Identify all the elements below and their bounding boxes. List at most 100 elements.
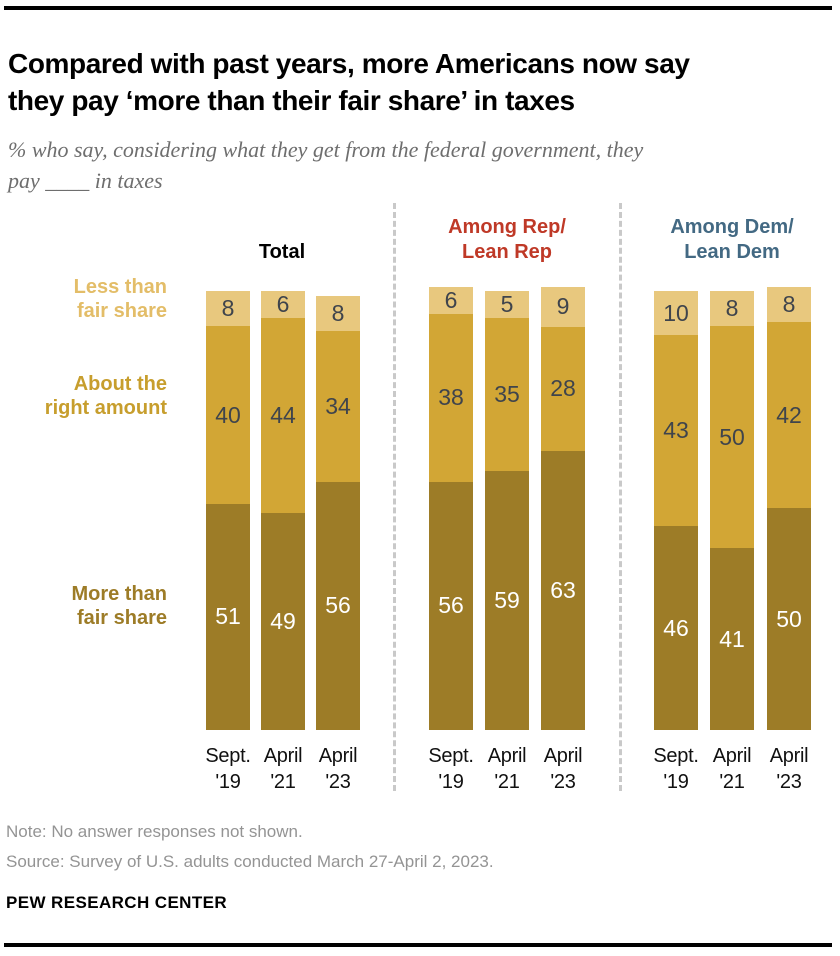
legend-label-more: More than fair share [0,582,167,630]
value-label-less: 6 [276,291,290,317]
stacked-bar-chart: Less than fair share About the right amount… [0,195,840,807]
chart-note: Note: No answer responses not shown. [6,822,303,841]
legend-label-less: Less than fair share [0,275,167,323]
bar-segment-more: 51 [206,503,250,730]
value-label-more: 56 [438,592,464,619]
page-title: Compared with past years, more Americans… [8,45,808,119]
bar-segment-less: 10 [654,291,698,336]
value-label-more: 59 [494,587,520,614]
bar-segment-less: 8 [767,286,811,323]
value-label-about: 40 [215,401,241,428]
group-header-line: Lean Dem [684,241,780,263]
x-axis-label-line: '23 [325,771,351,793]
stacked-bar: 10 43 46 [654,291,698,730]
stacked-bar: 8 42 50 [767,286,811,730]
x-axis-label-line: Sept. [428,745,474,767]
group-header-line: Among Dem/ [670,216,794,238]
bar-segment-more: 50 [767,508,811,730]
value-label-about: 35 [494,381,520,408]
legend-label-line: More than [71,583,167,605]
title-line-1: Compared with past years, more Americans… [8,47,690,79]
group-header-1: Total [172,205,392,265]
subtitle-line-2: pay ____ in taxes [8,168,163,193]
x-axis-label: Sept. '19 [190,743,266,795]
x-axis-label-line: Sept. [205,745,251,767]
x-axis-label: April '21 [469,743,545,795]
x-axis-label-line: April [318,745,358,767]
legend-label-line: Less than [73,276,167,298]
bar-segment-less: 8 [710,291,754,327]
x-axis-label: April '21 [694,743,770,795]
bar-segment-more: 56 [429,481,473,730]
value-label-about: 28 [550,375,576,402]
bar-segment-about: 38 [429,313,473,482]
value-label-more: 51 [215,603,241,630]
bar-segment-more: 49 [261,512,305,730]
x-axis-label: Sept. '19 [413,743,489,795]
x-axis-label-line: '21 [270,771,296,793]
bar-segment-about: 50 [710,326,754,549]
x-axis-label-line: '23 [550,771,576,793]
stacked-bar: 8 50 41 [710,291,754,730]
value-label-more: 63 [550,576,576,603]
chart-source: Source: Survey of U.S. adults conducted … [6,852,494,871]
bar-segment-more: 56 [316,481,360,730]
value-label-less: 10 [663,299,689,326]
value-label-less: 6 [444,286,458,313]
legend-label-line: fair share [76,300,167,322]
bar-segment-about: 44 [261,318,305,513]
bar-segment-less: 8 [206,291,250,327]
bar-segment-less: 5 [485,291,529,318]
x-axis-label-line: '19 [663,771,689,793]
x-axis-label: April '23 [525,743,601,795]
value-label-about: 50 [719,423,745,450]
value-label-less: 9 [556,293,570,320]
value-label-less: 5 [500,291,514,317]
stacked-bar: 8 40 51 [206,291,250,730]
x-axis-label-line: April [712,745,752,767]
legend-label-line: fair share [76,607,167,629]
value-label-more: 46 [663,614,689,641]
group-separator-2 [619,203,622,791]
legend-label-line: right amount [44,397,167,419]
group-header-2: Among Rep/Lean Rep [397,205,617,265]
value-label-about: 34 [325,392,351,419]
title-line-2: they pay ‘more than their fair share’ in… [8,84,575,116]
value-label-about: 44 [270,401,296,428]
value-label-more: 56 [325,592,351,619]
value-label-more: 41 [719,625,745,652]
value-label-more: 50 [776,605,802,632]
bar-segment-about: 43 [654,335,698,527]
value-label-about: 42 [776,401,802,428]
stacked-bar: 5 35 59 [485,291,529,730]
x-axis-label-line: April [487,745,527,767]
bar-segment-less: 6 [261,291,305,318]
x-axis-label-line: '19 [215,771,241,793]
x-axis-label-line: Sept. [653,745,699,767]
group-header-line: Among Rep/ [448,216,566,238]
x-axis-label: Sept. '19 [638,743,714,795]
x-axis-label-line: '21 [719,771,745,793]
bar-segment-about: 42 [767,322,811,509]
value-label-more: 49 [270,607,296,634]
stacked-bar: 6 44 49 [261,291,305,730]
value-label-about: 43 [663,417,689,444]
value-label-about: 38 [438,384,464,411]
bar-segment-more: 46 [654,526,698,730]
x-axis-label-line: April [543,745,583,767]
bar-segment-about: 40 [206,326,250,504]
x-axis-label: April '21 [245,743,321,795]
bar-segment-less: 8 [316,295,360,331]
x-axis-label-line: '23 [776,771,802,793]
x-axis-label: April '23 [751,743,827,795]
stacked-bar: 6 38 56 [429,286,473,730]
bar-segment-more: 59 [485,471,529,730]
bar-segment-more: 63 [541,450,585,731]
stacked-bar: 8 34 56 [316,295,360,730]
group-header-line: Total [258,241,306,263]
bar-segment-less: 9 [541,286,585,327]
bar-segment-less: 6 [429,286,473,314]
bar-segment-about: 35 [485,318,529,472]
bar-segment-about: 34 [316,330,360,482]
